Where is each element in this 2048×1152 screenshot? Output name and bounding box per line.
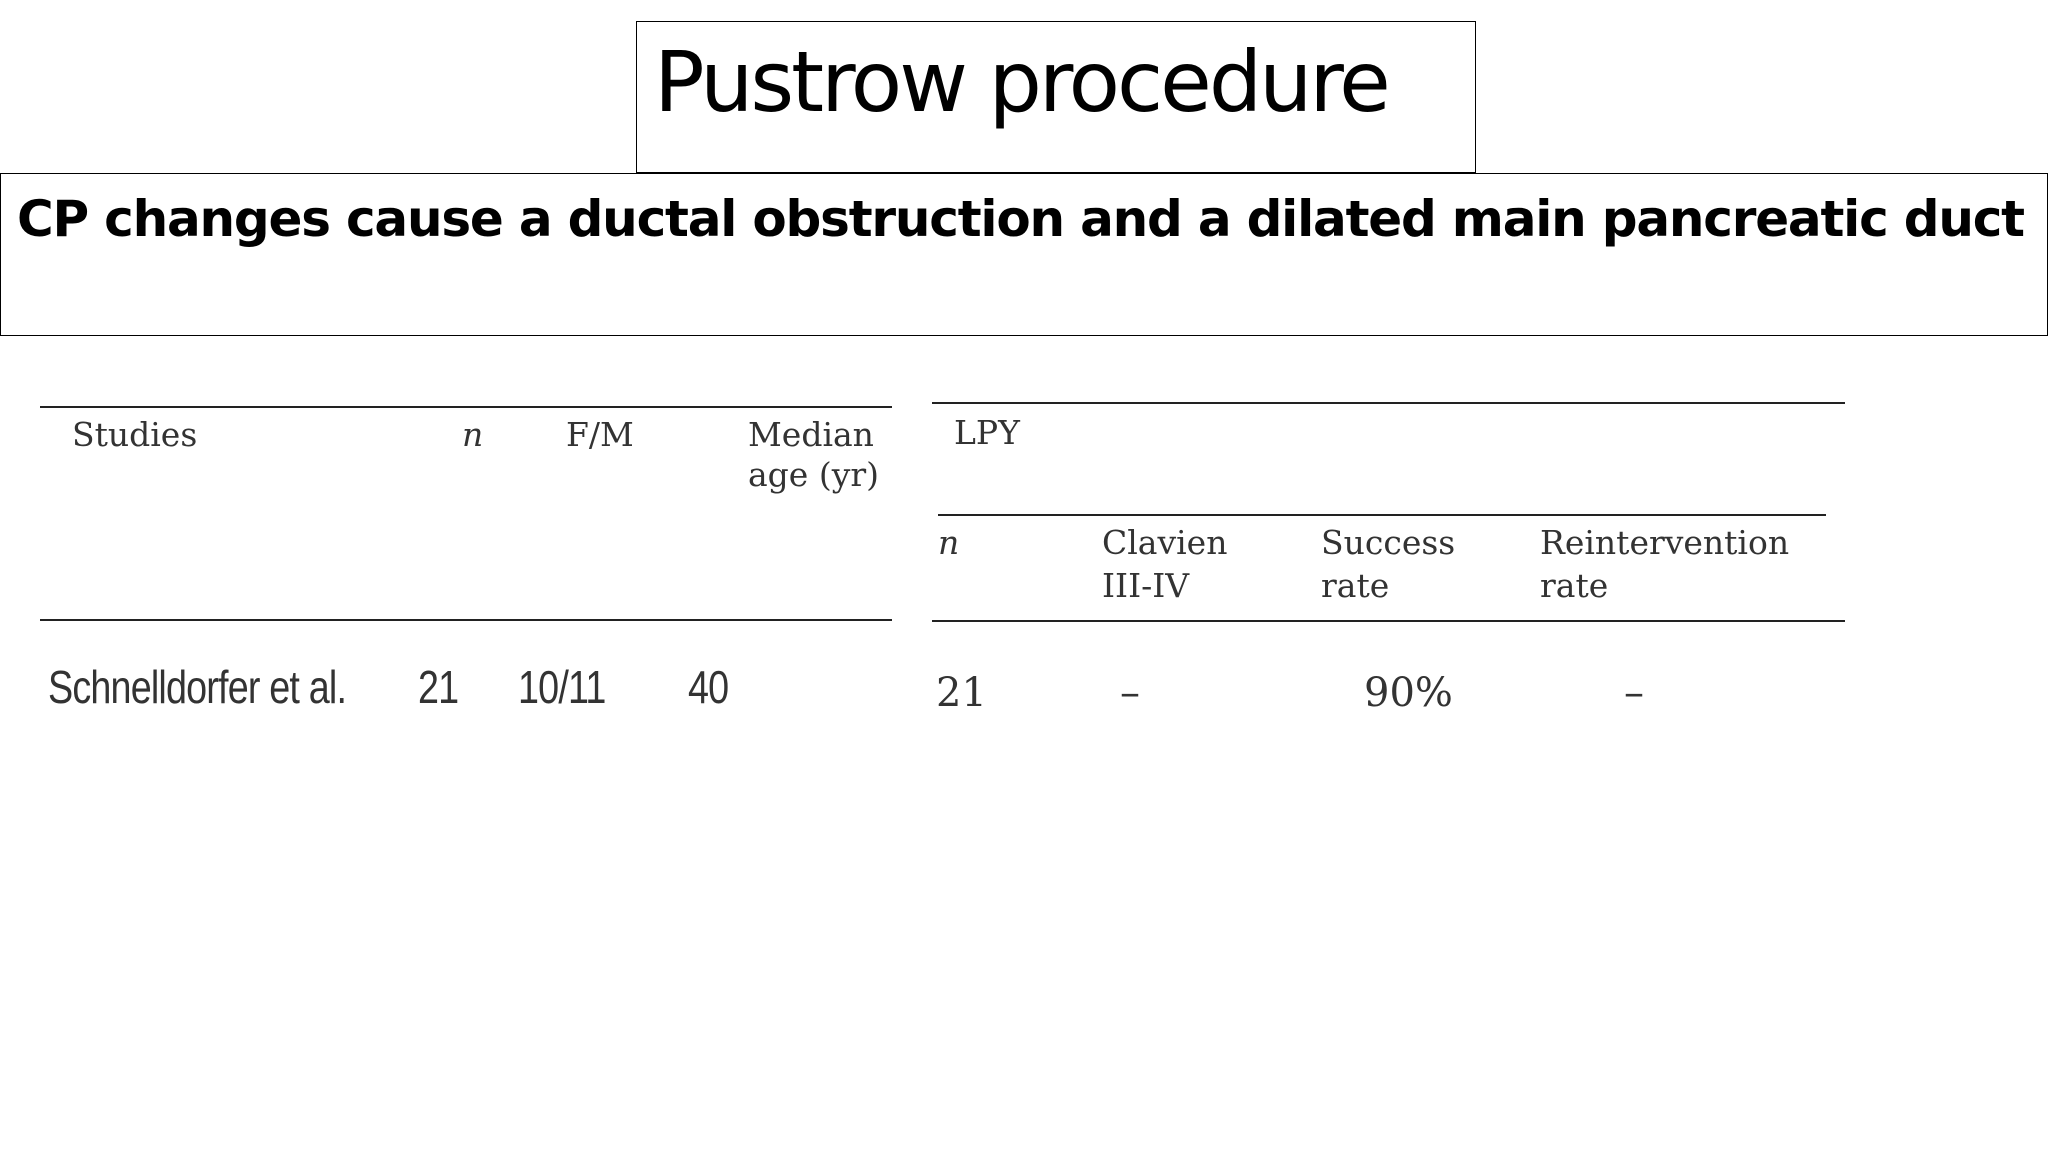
title-box: Pustrow procedure <box>636 21 1476 173</box>
row-lpy-n: 21 <box>936 670 987 716</box>
header-success-line1: Success <box>1321 523 1456 562</box>
subtitle-box: CP changes cause a ductal obstruction an… <box>0 173 2048 336</box>
header-reintervention-line2: rate <box>1540 566 1609 605</box>
row-fm: 10/11 <box>518 661 606 713</box>
slide-title: Pustrow procedure <box>654 33 1391 131</box>
right-table-top-rule <box>932 402 1845 404</box>
header-studies: Studies <box>72 415 198 454</box>
row-study: Schnelldorfer et al. <box>48 661 347 713</box>
header-median-age-line1: Median <box>748 415 874 454</box>
header-fm: F/M <box>566 415 634 454</box>
row-n: 21 <box>418 661 459 713</box>
table-area: Studies n F/M Median age (yr) Schnelldor… <box>0 380 2048 1152</box>
right-table-header-rule <box>932 620 1845 622</box>
header-lpy-n: n <box>938 523 960 562</box>
row-clavien: – <box>1120 670 1140 716</box>
right-table-group-rule <box>938 514 1826 516</box>
left-table-header-rule <box>40 619 892 621</box>
slide-subtitle: CP changes cause a ductal obstruction an… <box>17 190 2025 248</box>
row-age: 40 <box>688 661 729 713</box>
header-clavien-line1: Clavien <box>1102 523 1228 562</box>
header-n: n <box>462 415 484 454</box>
row-reintervention: – <box>1624 670 1644 716</box>
left-table-top-rule <box>40 406 892 408</box>
header-clavien-line2: III-IV <box>1102 566 1190 605</box>
header-reintervention-line1: Reintervention <box>1540 523 1790 562</box>
header-lpy: LPY <box>954 413 1020 452</box>
header-success-line2: rate <box>1321 566 1390 605</box>
row-success: 90% <box>1364 670 1453 716</box>
header-median-age-line2: age (yr) <box>748 455 879 494</box>
